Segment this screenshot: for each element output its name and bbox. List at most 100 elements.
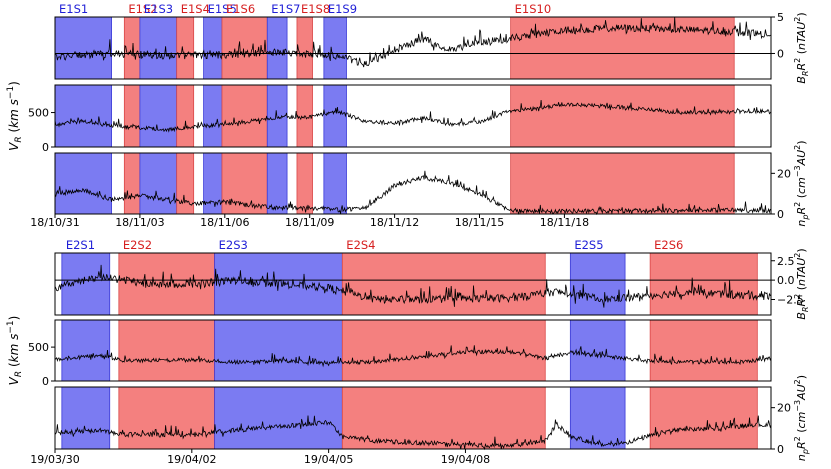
segment-label: E1S8 <box>301 2 330 16</box>
x-tick-label: 18/11/15 <box>455 216 504 229</box>
panel-frame <box>54 386 772 450</box>
segment-label: E1S10 <box>515 2 552 16</box>
y-tick-label: 20 <box>777 167 791 180</box>
y-tick-label: 5 <box>777 11 784 24</box>
y-tick-label: 0 <box>42 141 49 154</box>
segment-label: E2S2 <box>123 238 152 252</box>
segment-band <box>569 319 626 382</box>
segment-band <box>203 152 223 215</box>
segment-band <box>341 252 546 316</box>
segment-band <box>54 16 113 80</box>
segment-band <box>323 16 347 80</box>
x-tick-label: 18/11/12 <box>370 216 419 229</box>
y-tick-label: 0.0 <box>777 274 795 287</box>
y-tick-label: 0 <box>42 375 49 388</box>
segment-band <box>569 386 626 450</box>
segment-band <box>510 84 735 148</box>
segment-band <box>214 386 343 450</box>
y-axis-label: npR2 (cm−3AU2) <box>793 375 810 461</box>
x-tick-label: 18/11/09 <box>285 216 334 229</box>
y-tick-label: 0 <box>777 47 784 60</box>
x-tick-label: 18/10/31 <box>30 216 79 229</box>
panel-frame <box>54 319 772 382</box>
segment-label: E2S6 <box>654 238 683 252</box>
segment-band <box>266 16 288 80</box>
segment-band <box>139 16 178 80</box>
segment-band <box>649 252 758 316</box>
segment-band <box>323 152 347 215</box>
x-tick-label: 18/11/03 <box>115 216 164 229</box>
x-tick-label: 18/11/18 <box>540 216 589 229</box>
segment-band <box>203 84 223 148</box>
segment-label: E2S5 <box>574 238 603 252</box>
y-tick-label: −2.5 <box>777 294 804 307</box>
y-axis-label: VR (km s−1) <box>6 81 24 151</box>
panel-frame <box>54 152 772 215</box>
y-tick-label: 20 <box>777 402 791 415</box>
x-tick-label: 19/04/08 <box>441 453 490 466</box>
segment-band <box>139 152 178 215</box>
segment-band <box>266 152 288 215</box>
y-tick-label: 500 <box>28 341 49 354</box>
y-axis-label: BRR2 (nTAU2) <box>793 248 810 319</box>
panel-frame <box>54 84 772 148</box>
segment-band <box>54 84 113 148</box>
series-line-vr <box>54 345 772 368</box>
y-tick-label: 0 <box>777 443 784 456</box>
segment-band <box>341 319 546 382</box>
series-line-br <box>54 264 772 308</box>
segment-band <box>649 386 758 450</box>
segment-label: E2S3 <box>219 238 248 252</box>
y-tick-label: 0 <box>777 208 784 221</box>
segment-band <box>510 16 735 80</box>
y-tick-label: 2.5 <box>777 255 795 268</box>
segment-label: E1S4 <box>181 2 210 16</box>
segment-label: E1S2 <box>128 2 157 16</box>
segment-band <box>341 386 546 450</box>
segment-band <box>123 152 141 215</box>
segment-band <box>296 16 313 80</box>
x-tick-label: 18/11/06 <box>200 216 249 229</box>
series-line-br <box>54 16 772 68</box>
segment-label: E1S3 <box>144 2 173 16</box>
segment-band <box>221 84 268 148</box>
segment-band <box>203 16 223 80</box>
segment-label: E1S1 <box>59 2 88 16</box>
x-tick-label: 19/04/05 <box>304 453 353 466</box>
y-axis-label: npR2 (cm−3AU2) <box>793 140 810 226</box>
segment-band <box>510 152 735 215</box>
segment-band <box>221 16 268 80</box>
segment-band <box>139 84 178 148</box>
segment-label: E2S4 <box>346 238 375 252</box>
segment-band <box>176 16 195 80</box>
series-line-np <box>54 415 772 451</box>
series-line-np <box>54 170 772 216</box>
y-axis-label: VR (km s−1) <box>6 316 24 386</box>
series-line-vr <box>54 99 772 133</box>
segment-band <box>296 152 313 215</box>
segment-label: E2S1 <box>66 238 95 252</box>
segment-band <box>123 16 141 80</box>
segment-band <box>61 386 111 450</box>
segment-band <box>118 319 216 382</box>
segment-band <box>54 152 113 215</box>
segment-band <box>123 84 141 148</box>
panel-frame <box>54 252 772 316</box>
x-tick-label: 19/04/02 <box>167 453 216 466</box>
segment-band <box>214 319 343 382</box>
y-tick-label: 500 <box>28 107 49 120</box>
segment-band <box>569 252 626 316</box>
segment-band <box>323 84 347 148</box>
segment-band <box>61 319 111 382</box>
segment-label: E1S9 <box>328 2 357 16</box>
segment-label: E1S7 <box>271 2 300 16</box>
segment-label: E1S6 <box>226 2 255 16</box>
segment-band <box>649 319 758 382</box>
segment-band <box>176 84 195 148</box>
segment-label: E1S5 <box>208 2 237 16</box>
y-axis-label: BRR2 (nTAU2) <box>793 12 810 83</box>
x-tick-label: 19/03/30 <box>30 453 79 466</box>
